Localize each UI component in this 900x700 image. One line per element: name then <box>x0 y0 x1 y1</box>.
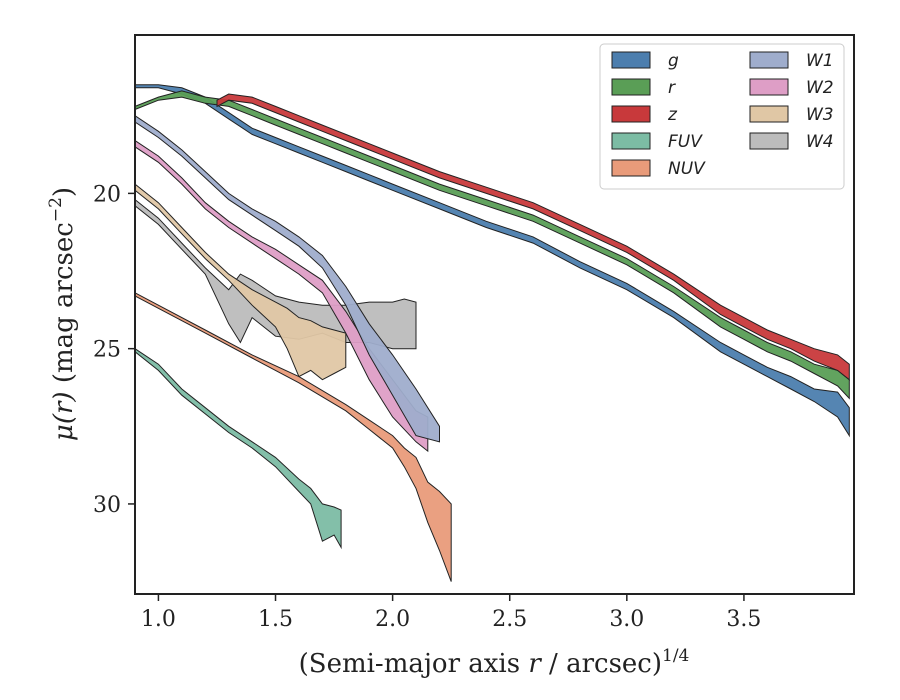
legend-swatch-g <box>611 51 651 69</box>
area-g <box>134 84 850 438</box>
area-nuv <box>134 291 452 582</box>
x-tick-label: 2.0 <box>375 607 410 632</box>
y-axis-label: μ(r) (mag arcsec−2) <box>46 187 79 441</box>
legend-swatch-w2 <box>749 78 789 96</box>
plot-frame <box>134 34 855 595</box>
area-w2 <box>134 139 429 453</box>
x-tick-label: 1.0 <box>141 607 176 632</box>
legend-swatch-r <box>611 78 651 96</box>
x-tick-label: 3.5 <box>726 607 761 632</box>
legend-label-z: z <box>667 105 678 125</box>
x-axis-label: (Semi-major axis r / arcsec)1/4 <box>299 646 690 679</box>
area-fuv <box>134 347 342 550</box>
x-ticks: 1.0 1.5 2.0 2.5 3.0 3.5 <box>141 594 761 632</box>
area-w3 <box>134 183 347 381</box>
legend-label-w4: W4 <box>806 132 834 152</box>
legend-label-nuv: NUV <box>668 159 706 179</box>
legend-label-w3: W3 <box>806 105 834 125</box>
legend-swatch-w3 <box>749 105 789 123</box>
legend-label-fuv: FUV <box>668 132 703 152</box>
legend-label-w2: W2 <box>806 78 834 98</box>
area-z <box>216 93 850 381</box>
legend-label-g: g <box>668 51 679 71</box>
x-tick-label: 1.5 <box>258 607 293 632</box>
legend-swatch-w1 <box>749 51 789 69</box>
y-ticks: 20 25 30 <box>93 182 135 518</box>
legend-label-w1: W1 <box>806 51 834 71</box>
legend-swatch-fuv <box>611 132 651 150</box>
x-tick-label: 2.5 <box>492 607 527 632</box>
area-w1 <box>134 114 440 443</box>
profile-areas <box>134 84 850 582</box>
y-tick-label: 30 <box>93 493 121 518</box>
x-tick-label: 3.0 <box>609 607 644 632</box>
area-r <box>134 90 850 400</box>
y-tick-label: 25 <box>93 338 121 363</box>
legend-swatch-nuv <box>611 159 651 177</box>
legend: grz FUV NUV W1 W2 W3 W4 <box>599 43 845 190</box>
y-tick-label: 20 <box>93 182 121 207</box>
legend-label-r: r <box>668 78 676 98</box>
legend-swatch-w4 <box>749 132 789 150</box>
legend-swatch-z <box>611 105 651 123</box>
